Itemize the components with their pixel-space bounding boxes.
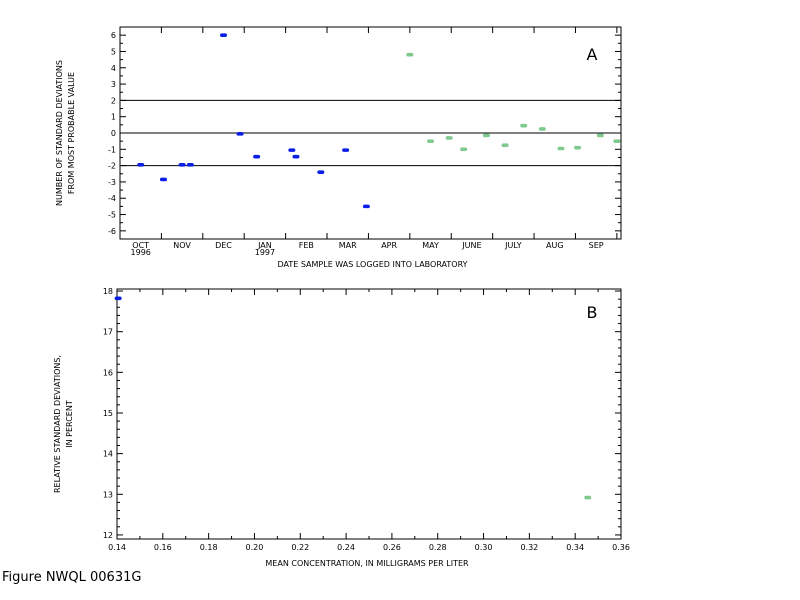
y-tick-label: 3 <box>111 80 116 89</box>
panel-b-frame <box>116 288 622 540</box>
data-point <box>186 163 194 167</box>
x-tick-sublabel: 1996 <box>131 248 151 257</box>
data-point <box>220 33 228 37</box>
data-point <box>317 170 325 174</box>
y-tick-label: 16 <box>103 368 113 377</box>
x-tick-label: 0.36 <box>612 543 630 552</box>
y-tick-label: 17 <box>103 328 113 337</box>
x-tick-label: FEB <box>299 241 314 250</box>
y-tick-label: -3 <box>108 178 116 187</box>
x-tick-label: 0.14 <box>108 543 126 552</box>
x-tick-label: 0.24 <box>337 543 355 552</box>
y-axis-title: IN PERCENT <box>65 400 74 448</box>
x-tick-sublabel: 1997 <box>255 248 275 257</box>
y-axis-title: FROM MOST PROBABLE VALUE <box>67 72 76 194</box>
figure-caption: Figure NWQL 00631G <box>2 570 142 585</box>
x-tick-label: 0.26 <box>383 543 401 552</box>
data-point <box>557 146 565 151</box>
data-point <box>288 148 296 152</box>
y-tick-label: 13 <box>103 490 113 499</box>
data-point <box>538 127 546 131</box>
data-point <box>427 139 435 143</box>
y-tick-label: 12 <box>103 531 113 540</box>
data-point <box>342 148 350 152</box>
x-tick-label: SEP <box>589 241 604 250</box>
x-tick-label: 0.30 <box>475 543 493 552</box>
x-tick-label: APR <box>381 241 397 250</box>
data-point <box>501 143 509 148</box>
x-axis-title: DATE SAMPLE WAS LOGGED INTO LABORATORY <box>277 260 467 269</box>
data-point <box>292 154 300 159</box>
x-tick-label: 0.20 <box>246 543 264 552</box>
y-tick-label: -5 <box>108 211 116 220</box>
y-tick-label: 14 <box>103 450 113 459</box>
x-tick-label: JULY <box>504 241 522 250</box>
data-point <box>596 133 604 138</box>
x-tick-label: AUG <box>546 241 564 250</box>
data-point <box>159 177 167 182</box>
x-tick-label: 0.22 <box>291 543 309 552</box>
y-tick-label: 18 <box>103 287 113 296</box>
data-point <box>584 495 592 500</box>
y-tick-label: 2 <box>111 96 116 105</box>
data-point <box>445 136 453 140</box>
panel-label-b: B <box>587 303 598 322</box>
data-point <box>178 163 186 167</box>
data-point <box>520 123 528 128</box>
data-point <box>114 296 122 301</box>
x-tick-label: MAY <box>422 241 439 250</box>
y-tick-label: 5 <box>111 47 116 56</box>
y-tick-label: -2 <box>108 162 116 171</box>
data-point <box>137 163 145 167</box>
x-tick-label: NOV <box>173 241 191 250</box>
y-tick-label: -4 <box>108 194 116 203</box>
x-axis-title: MEAN CONCENTRATION, IN MILLIGRAMS PER LI… <box>265 559 469 568</box>
x-tick-label: JUNE <box>461 241 481 250</box>
data-point <box>406 52 414 57</box>
y-tick-label: -6 <box>108 227 116 236</box>
x-tick-label: 0.16 <box>154 543 172 552</box>
y-axis-title: RELATIVE STANDARD DEVIATIONS, <box>53 355 62 493</box>
x-tick-label: 0.34 <box>566 543 584 552</box>
y-tick-label: -1 <box>108 145 116 154</box>
y-axis-title: NUMBER OF STANDARD DEVIATIONS <box>55 60 64 206</box>
x-tick-label: 0.32 <box>520 543 538 552</box>
data-point <box>253 154 261 159</box>
y-tick-label: 6 <box>111 31 116 40</box>
data-point <box>460 147 468 152</box>
y-tick-label: 4 <box>111 64 116 73</box>
x-tick-label: MAR <box>339 241 357 250</box>
data-point <box>574 145 582 150</box>
x-tick-label: OCT <box>132 241 149 250</box>
data-point <box>362 204 370 209</box>
x-tick-label: DEC <box>215 241 232 250</box>
panel-label-a: A <box>587 45 598 64</box>
x-tick-label: 0.18 <box>200 543 218 552</box>
y-tick-label: 15 <box>103 409 113 418</box>
data-point <box>613 139 621 143</box>
panel-b-chart: 0.14 0.16 0.18 0.20 0.22 0.24 0.26 0.28 0.30 0.32… <box>53 287 630 568</box>
y-tick-label: 0 <box>111 129 116 138</box>
x-tick-label: 0.28 <box>429 543 447 552</box>
data-point <box>236 132 244 136</box>
x-tick-label: JAN <box>257 241 272 250</box>
data-point <box>482 133 490 138</box>
y-tick-label: 1 <box>111 113 116 122</box>
